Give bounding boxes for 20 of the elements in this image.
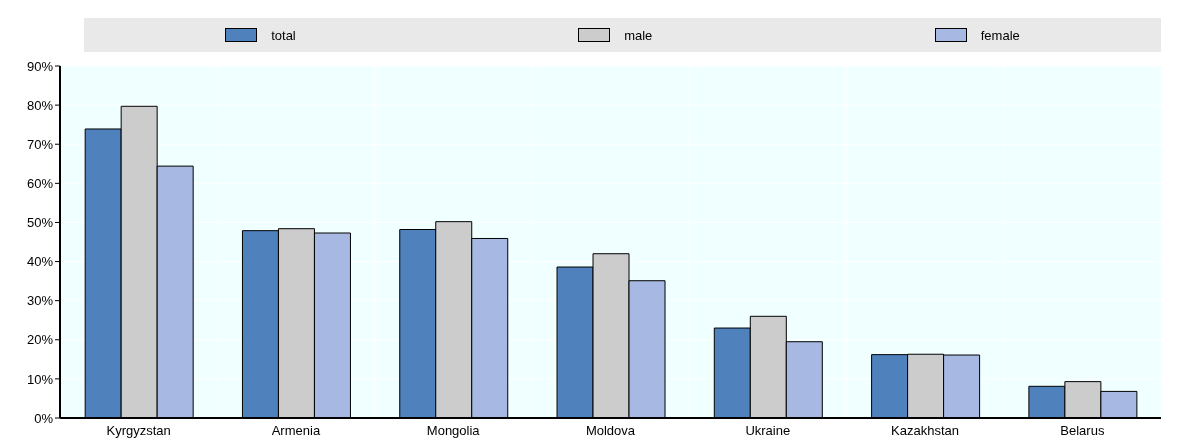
legend-label: total [271, 27, 296, 43]
x-tick-label: Belarus [1060, 423, 1105, 439]
x-tick-label: Mongolia [426, 423, 481, 439]
y-tick-label: 90% [26, 58, 54, 74]
x-tick-label: Ukraine [745, 423, 791, 439]
legend-label: male [624, 27, 653, 43]
y-tick-label: 60% [26, 175, 54, 191]
y-tick-label: 30% [26, 293, 54, 309]
y-tick-label: 50% [26, 215, 54, 231]
legend-label: female [980, 27, 1020, 43]
y-tick-label: 10% [26, 371, 54, 387]
y-tick-label: 70% [26, 136, 54, 152]
x-tick-label: Moldova [585, 423, 636, 439]
y-tick-label: 0% [34, 410, 54, 426]
y-tick-label: 40% [26, 254, 54, 270]
x-tick-label: Armenia [271, 423, 321, 439]
x-tick-label: Kyrgyzstan [106, 423, 171, 439]
y-tick-label: 80% [26, 97, 54, 113]
x-tick-label: Kazakhstan [891, 423, 960, 439]
y-tick-label: 20% [26, 332, 54, 348]
